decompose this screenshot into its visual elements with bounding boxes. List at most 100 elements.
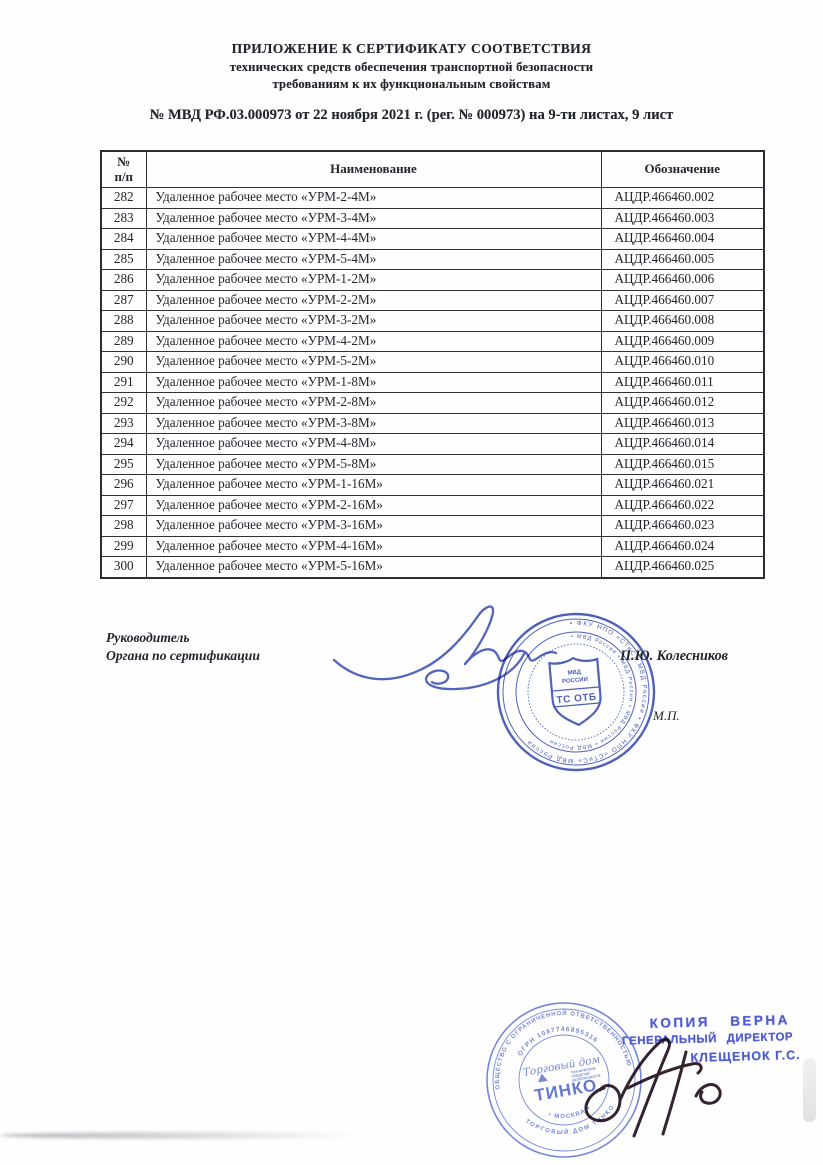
registration-line: № МВД РФ.03.000973 от 22 ноября 2021 г. …: [149, 107, 674, 123]
mvd-shield-icon: МВД РОССИИ ТС ОТБ: [548, 656, 602, 727]
row-code-cell: АЦДР.466460.025: [600, 556, 765, 578]
row-name-cell: Удаленное рабочее место «УРМ-1-2М»: [145, 269, 602, 291]
row-code-cell: АЦДР.466460.022: [600, 494, 765, 516]
row-code-cell: АЦДР.466460.021: [600, 474, 765, 496]
row-code-cell: АЦДР.466460.006: [600, 269, 765, 291]
row-num-cell: 287: [100, 289, 147, 311]
header-name: Наименование: [145, 150, 602, 188]
row-num-cell: 298: [100, 515, 147, 537]
row-code-cell: АЦДР.466460.015: [600, 453, 765, 475]
row-name-cell: Удаленное рабочее место «УРМ-4-8М»: [145, 433, 602, 455]
row-num-cell: 290: [100, 351, 147, 373]
table-row: 285 Удаленное рабочее место «УРМ-5-4М» А…: [100, 248, 765, 270]
row-name-cell: Удаленное рабочее место «УРМ-5-8М»: [145, 453, 602, 475]
row-num-cell: 296: [100, 474, 147, 496]
row-num-cell: 299: [100, 535, 147, 557]
table-body: 282 Удаленное рабочее место «УРМ-2-4М» А…: [100, 187, 765, 578]
table-row: 296 Удаленное рабочее место «УРМ-1-16М» …: [100, 474, 765, 496]
table-row: 287 Удаленное рабочее место «УРМ-2-2М» А…: [100, 289, 765, 311]
row-code-cell: АЦДР.466460.010: [600, 351, 765, 373]
row-code-cell: АЦДР.466460.023: [600, 515, 765, 537]
signature-blue-icon: [332, 605, 558, 691]
tinko-tiny-line2: СРЕДСТВА: [571, 1071, 591, 1078]
row-code-cell: АЦДР.466460.004: [600, 228, 765, 250]
row-name-cell: Удаленное рабочее место «УРМ-1-16М»: [145, 474, 602, 496]
mvd-stamp: • ФКУ НПО «СТиС» МВД России • ФКУ НПО «С…: [496, 612, 656, 772]
row-name-cell: Удаленное рабочее место «УРМ-3-8М»: [145, 412, 602, 434]
row-num-cell: 286: [100, 269, 147, 291]
table-row: 283 Удаленное рабочее место «УРМ-3-4М» А…: [100, 207, 765, 229]
tinko-antenna-icon: [538, 1073, 548, 1083]
row-code-cell: АЦДР.466460.012: [600, 392, 765, 414]
row-name-cell: Удаленное рабочее место «УРМ-5-16М»: [145, 556, 602, 578]
table-row: 298 Удаленное рабочее место «УРМ-3-16М» …: [100, 515, 765, 537]
row-num-cell: 282: [100, 187, 147, 209]
tinko-tiny-line3: БЕЗОПАСНОСТИ: [572, 1074, 601, 1083]
scan-shadow-bottom-left: [0, 1132, 395, 1139]
table-row: 300 Удаленное рабочее место «УРМ-5-16М» …: [100, 556, 765, 578]
table-row: 297 Удаленное рабочее место «УРМ-2-16М» …: [100, 494, 765, 516]
row-name-cell: Удаленное рабочее место «УРМ-3-4М»: [145, 207, 602, 229]
row-num-cell: 300: [100, 556, 147, 578]
title-line-2: технических средств обеспечения транспор…: [229, 60, 594, 74]
header-num: № п/п: [100, 150, 147, 188]
row-num-cell: 291: [100, 371, 147, 393]
row-name-cell: Удаленное рабочее место «УРМ-1-8М»: [145, 371, 602, 393]
row-code-cell: АЦДР.466460.003: [600, 207, 765, 229]
scan-artifact-right: [803, 1058, 816, 1122]
row-num-cell: 292: [100, 392, 147, 414]
row-num-cell: 295: [100, 453, 147, 475]
row-name-cell: Удаленное рабочее место «УРМ-5-2М»: [145, 351, 602, 373]
tinko-stamp: ОБЩЕСТВО С ОГРАНИЧЕННОЙ ОТВЕТСТВЕННОСТЬЮ…: [484, 999, 642, 1158]
row-code-cell: АЦДР.466460.013: [600, 412, 765, 434]
row-num-cell: 285: [100, 248, 147, 270]
signer-role-line2: Органа по сертификации: [106, 648, 260, 663]
products-table: № п/п Наименование Обозначение 282 Удале…: [100, 150, 765, 579]
row-num-cell: 293: [100, 412, 147, 434]
row-code-cell: АЦДР.466460.009: [600, 330, 765, 352]
table-header-row: № п/п Наименование Обозначение: [100, 150, 765, 188]
header-num-line1: №: [117, 154, 131, 169]
row-name-cell: Удаленное рабочее место «УРМ-2-16М»: [145, 494, 602, 516]
row-code-cell: АЦДР.466460.024: [600, 535, 765, 557]
seal-place-mark: М.П.: [653, 708, 680, 723]
table-row: 286 Удаленное рабочее место «УРМ-1-2М» А…: [100, 269, 765, 291]
table-row: 293 Удаленное рабочее место «УРМ-3-8М» А…: [100, 412, 765, 434]
row-name-cell: Удаленное рабочее место «УРМ-4-16М»: [145, 535, 602, 557]
table-row: 291 Удаленное рабочее место «УРМ-1-8М» А…: [100, 371, 765, 393]
row-code-cell: АЦДР.466460.014: [600, 433, 765, 455]
row-code-cell: АЦДР.466460.008: [600, 310, 765, 332]
director-signature-icon: [584, 1037, 722, 1138]
row-name-cell: Удаленное рабочее место «УРМ-4-2М»: [145, 330, 602, 352]
table-row: 299 Удаленное рабочее место «УРМ-4-16М» …: [100, 535, 765, 557]
table-row: 289 Удаленное рабочее место «УРМ-4-2М» А…: [100, 330, 765, 352]
row-num-cell: 294: [100, 433, 147, 455]
signer-name: П.Ю. Колесников: [620, 648, 729, 664]
row-num-cell: 284: [100, 228, 147, 250]
mvd-shield-line2: РОССИИ: [562, 677, 588, 685]
title-line-3: требованиям к их функциональным свойства…: [272, 77, 551, 91]
row-num-cell: 297: [100, 494, 147, 516]
signer-role-line1: Руководитель: [106, 630, 190, 645]
mvd-shield-line3: ТС ОТБ: [556, 692, 597, 706]
row-name-cell: Удаленное рабочее место «УРМ-3-16М»: [145, 515, 602, 537]
table-row: 290 Удаленное рабочее место «УРМ-5-2М» А…: [100, 351, 765, 373]
header-designation: Обозначение: [600, 150, 765, 188]
row-code-cell: АЦДР.466460.007: [600, 289, 765, 311]
tinko-tiny-line1: ТЕХНИЧЕСКИЕ: [570, 1066, 596, 1074]
title-line-1: ПРИЛОЖЕНИЕ К СЕРТИФИКАТУ СООТВЕТСТВИЯ: [231, 41, 592, 56]
table-row: 288 Удаленное рабочее место «УРМ-3-2М» А…: [100, 310, 765, 332]
row-num-cell: 288: [100, 310, 147, 332]
row-name-cell: Удаленное рабочее место «УРМ-2-2М»: [145, 289, 602, 311]
row-code-cell: АЦДР.466460.005: [600, 248, 765, 270]
row-name-cell: Удаленное рабочее место «УРМ-5-4М»: [145, 248, 602, 270]
signer-role: Руководитель Органа по сертификации: [106, 629, 260, 665]
row-name-cell: Удаленное рабочее место «УРМ-2-8М»: [145, 392, 602, 414]
header-num-line2: п/п: [114, 168, 134, 184]
table-row: 292 Удаленное рабочее место «УРМ-2-8М» А…: [100, 392, 765, 414]
table-row: 282 Удаленное рабочее место «УРМ-2-4М» А…: [100, 187, 765, 209]
row-name-cell: Удаленное рабочее место «УРМ-2-4М»: [145, 187, 602, 209]
row-name-cell: Удаленное рабочее место «УРМ-3-2М»: [145, 310, 602, 332]
mvd-shield-line1: МВД: [567, 669, 582, 676]
